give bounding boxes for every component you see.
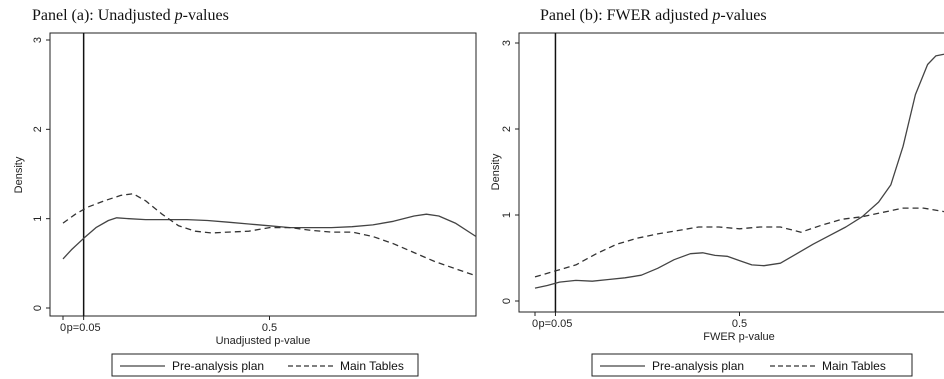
panel-a-legend-main-tables-label: Main Tables — [340, 359, 404, 373]
panel-b-series-main-tables-line — [534, 207, 944, 278]
panel-a-title-suffix: -values — [183, 7, 229, 24]
panel-a-legend-box — [111, 353, 419, 377]
panel-b-x-tick-label: 0 — [532, 318, 538, 330]
panel-b-y-axis-label: Density — [490, 153, 502, 190]
panel-b-legend-box — [591, 353, 913, 377]
panel-a-x-tick-label: 0 — [60, 322, 66, 334]
panel-a-lines — [62, 33, 477, 316]
panel-b-plot-frame — [518, 32, 944, 313]
panel-a-x-axis-label: Unadjusted p-value — [216, 335, 311, 347]
panel-a-series-preanalysis-plan-line — [62, 213, 477, 260]
panel-a-plot-frame — [49, 32, 477, 317]
panel-a-legend: Pre-analysis plan Main Tables — [111, 353, 419, 377]
panel-a-title-prefix: Panel (a): Unadjusted — [32, 7, 175, 24]
panel-a-series-main-tables-line — [62, 193, 477, 277]
panel-b-title-prefix: Panel (b): FWER adjusted — [540, 7, 712, 24]
panel-b-y-tick-label: 0 — [501, 298, 513, 304]
panel-a-y-axis-label: Density — [13, 156, 25, 193]
panel-b-x-tick-label: 0.5 — [732, 318, 747, 330]
panel-b-y-tick-label: 3 — [501, 40, 513, 46]
panel-b-x-axis-label: FWER p-value — [703, 331, 775, 343]
panel-a-legend-preanalysis-label: Pre-analysis plan — [172, 359, 264, 373]
panel-b-lines — [534, 33, 944, 312]
panel-b-title: Panel (b): FWER adjusted p-values — [540, 7, 767, 24]
panel-b-ticks: 0 1 2 3 0 0.5 p=0.05 — [501, 40, 747, 330]
panel-a-title: Panel (a): Unadjusted p-values — [32, 7, 229, 24]
panel-b-title-italic: p — [711, 7, 720, 24]
panel-b-reference-label: p=0.05 — [538, 318, 572, 330]
panel-a-y-tick-label: 2 — [32, 126, 44, 132]
panel-a-y-tick-label: 3 — [32, 37, 44, 43]
panel-a: Panel (a): Unadjusted p-values Density U… — [13, 7, 477, 377]
panel-b-y-tick-label: 2 — [501, 126, 513, 132]
panel-b-y-tick-label: 1 — [501, 212, 513, 218]
panel-a-ticks: 0 1 2 3 0 0.5 p=0.05 — [32, 37, 277, 334]
panel-b-series-preanalysis-plan-line — [534, 53, 944, 289]
panel-b-legend-main-tables-label: Main Tables — [822, 359, 886, 373]
panel-a-x-tick-label: 0.5 — [262, 322, 277, 334]
panel-b-legend: Pre-analysis plan Main Tables — [591, 353, 913, 377]
panel-b-title-suffix: -values — [720, 7, 766, 24]
panel-b-legend-preanalysis-label: Pre-analysis plan — [652, 359, 744, 373]
panel-a-y-tick-label: 1 — [32, 216, 44, 222]
panel-a-title-italic: p — [174, 7, 183, 24]
panel-a-reference-label: p=0.05 — [67, 322, 101, 334]
panel-a-y-tick-label: 0 — [32, 305, 44, 311]
panel-b: Panel (b): FWER adjusted p-values Densit… — [490, 7, 944, 377]
